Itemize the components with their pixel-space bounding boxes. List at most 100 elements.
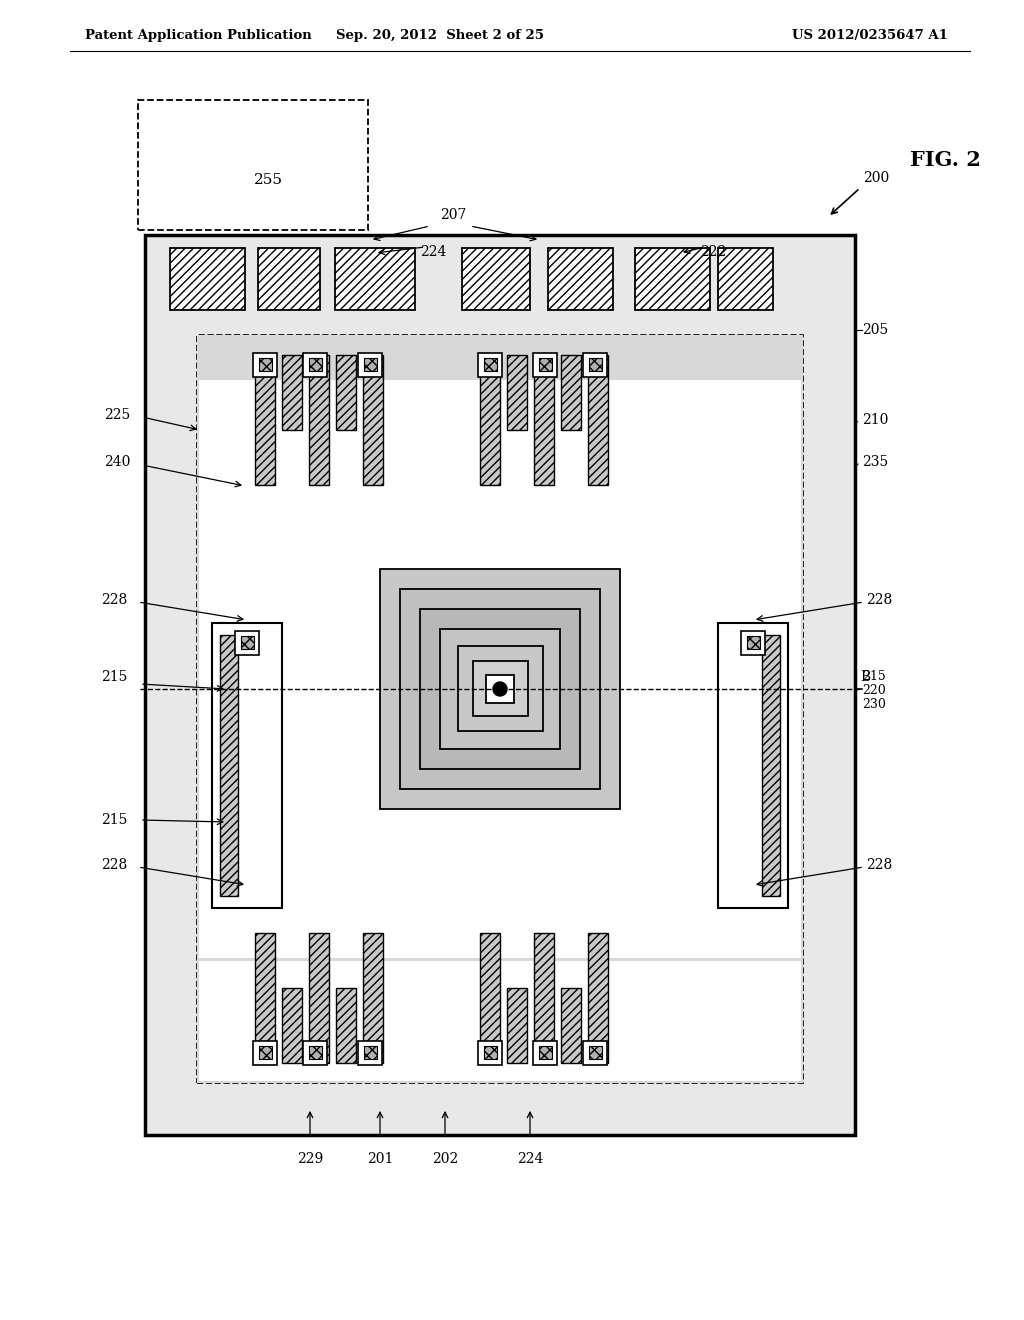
Bar bbox=[255, 355, 275, 484]
Bar bbox=[583, 352, 607, 378]
Bar bbox=[588, 933, 608, 1063]
Bar bbox=[303, 1041, 327, 1065]
Bar bbox=[364, 358, 377, 371]
Bar bbox=[589, 358, 602, 371]
Text: 228: 228 bbox=[100, 858, 127, 873]
Bar bbox=[253, 352, 278, 378]
Bar bbox=[539, 358, 552, 371]
Text: 202: 202 bbox=[432, 1152, 458, 1166]
Bar bbox=[309, 933, 329, 1063]
Text: 224: 224 bbox=[517, 1152, 543, 1166]
Bar bbox=[718, 623, 788, 908]
Bar bbox=[561, 355, 581, 430]
Text: FIG. 2: FIG. 2 bbox=[910, 150, 981, 170]
Text: 215: 215 bbox=[862, 671, 886, 684]
Text: 210: 210 bbox=[862, 413, 889, 426]
Bar bbox=[588, 355, 608, 484]
Text: Sep. 20, 2012  Sheet 2 of 25: Sep. 20, 2012 Sheet 2 of 25 bbox=[336, 29, 544, 41]
Bar bbox=[484, 358, 497, 371]
Bar bbox=[561, 987, 581, 1063]
Bar bbox=[400, 589, 600, 789]
Bar bbox=[741, 631, 765, 655]
Bar bbox=[486, 675, 514, 704]
Bar bbox=[212, 623, 282, 908]
Bar bbox=[335, 248, 415, 310]
Bar bbox=[762, 635, 780, 896]
Bar bbox=[336, 355, 356, 430]
Text: 220: 220 bbox=[862, 685, 886, 697]
Bar bbox=[480, 355, 500, 484]
Bar bbox=[462, 248, 530, 310]
Text: 224: 224 bbox=[420, 246, 446, 259]
Bar bbox=[138, 100, 368, 230]
Bar bbox=[362, 933, 383, 1063]
Bar bbox=[259, 1045, 272, 1059]
Text: 228: 228 bbox=[100, 593, 127, 607]
Text: 255: 255 bbox=[254, 173, 283, 187]
Bar bbox=[478, 1041, 502, 1065]
Text: 229: 229 bbox=[297, 1152, 324, 1166]
Bar bbox=[258, 248, 319, 310]
Text: 228: 228 bbox=[866, 593, 892, 607]
Bar bbox=[259, 358, 272, 371]
Bar bbox=[635, 248, 710, 310]
Text: 228: 228 bbox=[866, 858, 892, 873]
Bar bbox=[197, 335, 803, 1082]
Text: 205: 205 bbox=[862, 323, 888, 337]
Text: 215: 215 bbox=[100, 813, 127, 828]
Bar bbox=[220, 635, 238, 896]
Bar bbox=[199, 380, 801, 500]
Bar bbox=[282, 987, 302, 1063]
Bar bbox=[253, 1041, 278, 1065]
Bar bbox=[473, 661, 528, 715]
Bar bbox=[362, 355, 383, 484]
Bar bbox=[364, 1045, 377, 1059]
Bar bbox=[327, 459, 673, 958]
Bar bbox=[480, 933, 500, 1063]
Text: 235: 235 bbox=[862, 455, 888, 469]
Bar bbox=[478, 352, 502, 378]
Bar bbox=[458, 645, 543, 731]
Bar bbox=[241, 636, 254, 649]
Circle shape bbox=[493, 682, 507, 696]
Text: 215: 215 bbox=[100, 671, 127, 684]
Bar bbox=[234, 631, 259, 655]
Text: 201: 201 bbox=[367, 1152, 393, 1166]
Text: 225: 225 bbox=[103, 408, 130, 422]
Bar bbox=[548, 248, 613, 310]
Bar bbox=[420, 609, 580, 770]
Bar bbox=[534, 1041, 557, 1065]
Bar bbox=[309, 358, 322, 371]
Bar bbox=[336, 987, 356, 1063]
Bar bbox=[507, 987, 527, 1063]
Bar bbox=[303, 352, 327, 378]
Bar bbox=[718, 248, 773, 310]
Text: 240: 240 bbox=[103, 455, 130, 469]
Bar bbox=[358, 1041, 382, 1065]
Bar bbox=[440, 630, 560, 748]
Text: 207: 207 bbox=[440, 209, 466, 222]
Bar bbox=[309, 1045, 322, 1059]
Bar bbox=[589, 1045, 602, 1059]
Bar bbox=[282, 355, 302, 430]
Text: US 2012/0235647 A1: US 2012/0235647 A1 bbox=[792, 29, 948, 41]
Bar bbox=[145, 235, 855, 1135]
Bar bbox=[534, 355, 554, 484]
Bar bbox=[746, 636, 760, 649]
Bar bbox=[199, 459, 329, 958]
Bar bbox=[197, 335, 803, 1082]
Bar bbox=[534, 352, 557, 378]
Bar bbox=[507, 355, 527, 430]
Text: Patent Application Publication: Patent Application Publication bbox=[85, 29, 311, 41]
Bar bbox=[484, 1045, 497, 1059]
Bar bbox=[539, 1045, 552, 1059]
Text: 222: 222 bbox=[700, 246, 726, 259]
Bar bbox=[309, 355, 329, 484]
Bar bbox=[380, 569, 620, 809]
Bar bbox=[199, 961, 801, 1081]
Bar bbox=[534, 933, 554, 1063]
Bar bbox=[671, 459, 801, 958]
Text: 200: 200 bbox=[863, 172, 889, 185]
Bar bbox=[358, 352, 382, 378]
Text: 230: 230 bbox=[862, 698, 886, 711]
